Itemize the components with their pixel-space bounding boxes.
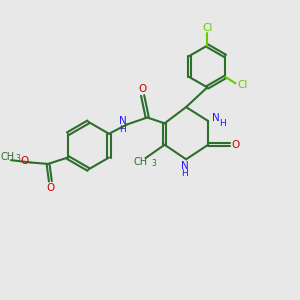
Text: H: H (181, 169, 188, 178)
Text: Cl: Cl (202, 22, 212, 33)
Text: O: O (21, 156, 29, 166)
Text: CH: CH (0, 152, 14, 162)
Text: N: N (181, 161, 188, 171)
Text: H: H (219, 119, 226, 128)
Text: O: O (138, 84, 146, 94)
Text: N: N (119, 116, 127, 126)
Text: CH: CH (133, 157, 147, 166)
Text: H: H (119, 125, 126, 134)
Text: 3: 3 (15, 154, 20, 163)
Text: O: O (232, 140, 240, 150)
Text: 3: 3 (151, 159, 156, 168)
Text: Cl: Cl (237, 80, 247, 90)
Text: O: O (47, 183, 55, 193)
Text: N: N (212, 112, 220, 122)
